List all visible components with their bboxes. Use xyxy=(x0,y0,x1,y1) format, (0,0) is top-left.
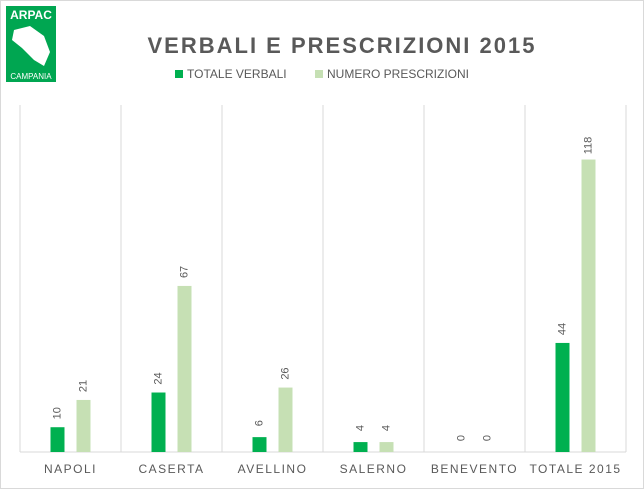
bar xyxy=(555,342,570,452)
bar xyxy=(151,392,166,452)
value-label: 24 xyxy=(152,372,164,384)
x-tick-label: CASERTA xyxy=(138,462,204,476)
value-label: 67 xyxy=(178,266,190,278)
value-label: 4 xyxy=(354,425,366,431)
value-label: 118 xyxy=(582,137,594,155)
logo-map xyxy=(12,26,50,66)
legend-label: TOTALE VERBALI xyxy=(187,67,287,81)
bar xyxy=(50,427,65,452)
legend-swatch xyxy=(315,70,323,78)
bar xyxy=(177,285,192,452)
x-tick-label: BENEVENTO xyxy=(431,462,518,476)
bar xyxy=(379,442,394,452)
value-label: 0 xyxy=(481,435,493,441)
legend-label: NUMERO PRESCRIZIONI xyxy=(327,67,469,81)
value-label: 21 xyxy=(77,380,89,392)
value-label: 44 xyxy=(556,323,568,335)
value-label: 26 xyxy=(279,367,291,379)
x-tick-label: NAPOLI xyxy=(44,462,97,476)
bar xyxy=(76,399,91,452)
x-tick-label: AVELLINO xyxy=(238,462,308,476)
bar xyxy=(252,437,267,452)
value-label: 0 xyxy=(455,435,467,441)
logo-bottom: CAMPANIA xyxy=(10,72,52,81)
logo-top: ARPAC xyxy=(10,8,52,22)
x-tick-label: TOTALE 2015 xyxy=(529,462,621,476)
x-tick-label: SALERNO xyxy=(340,462,408,476)
logo: ARPAC CAMPANIA xyxy=(6,6,56,82)
value-label: 4 xyxy=(380,425,392,431)
value-label: 6 xyxy=(253,420,265,426)
bar xyxy=(353,442,368,452)
bar xyxy=(581,159,596,452)
bar xyxy=(278,387,293,452)
legend-swatch xyxy=(175,70,183,78)
value-label: 10 xyxy=(51,407,63,419)
chart-title: VERBALI E PRESCRIZIONI 2015 xyxy=(148,33,537,58)
